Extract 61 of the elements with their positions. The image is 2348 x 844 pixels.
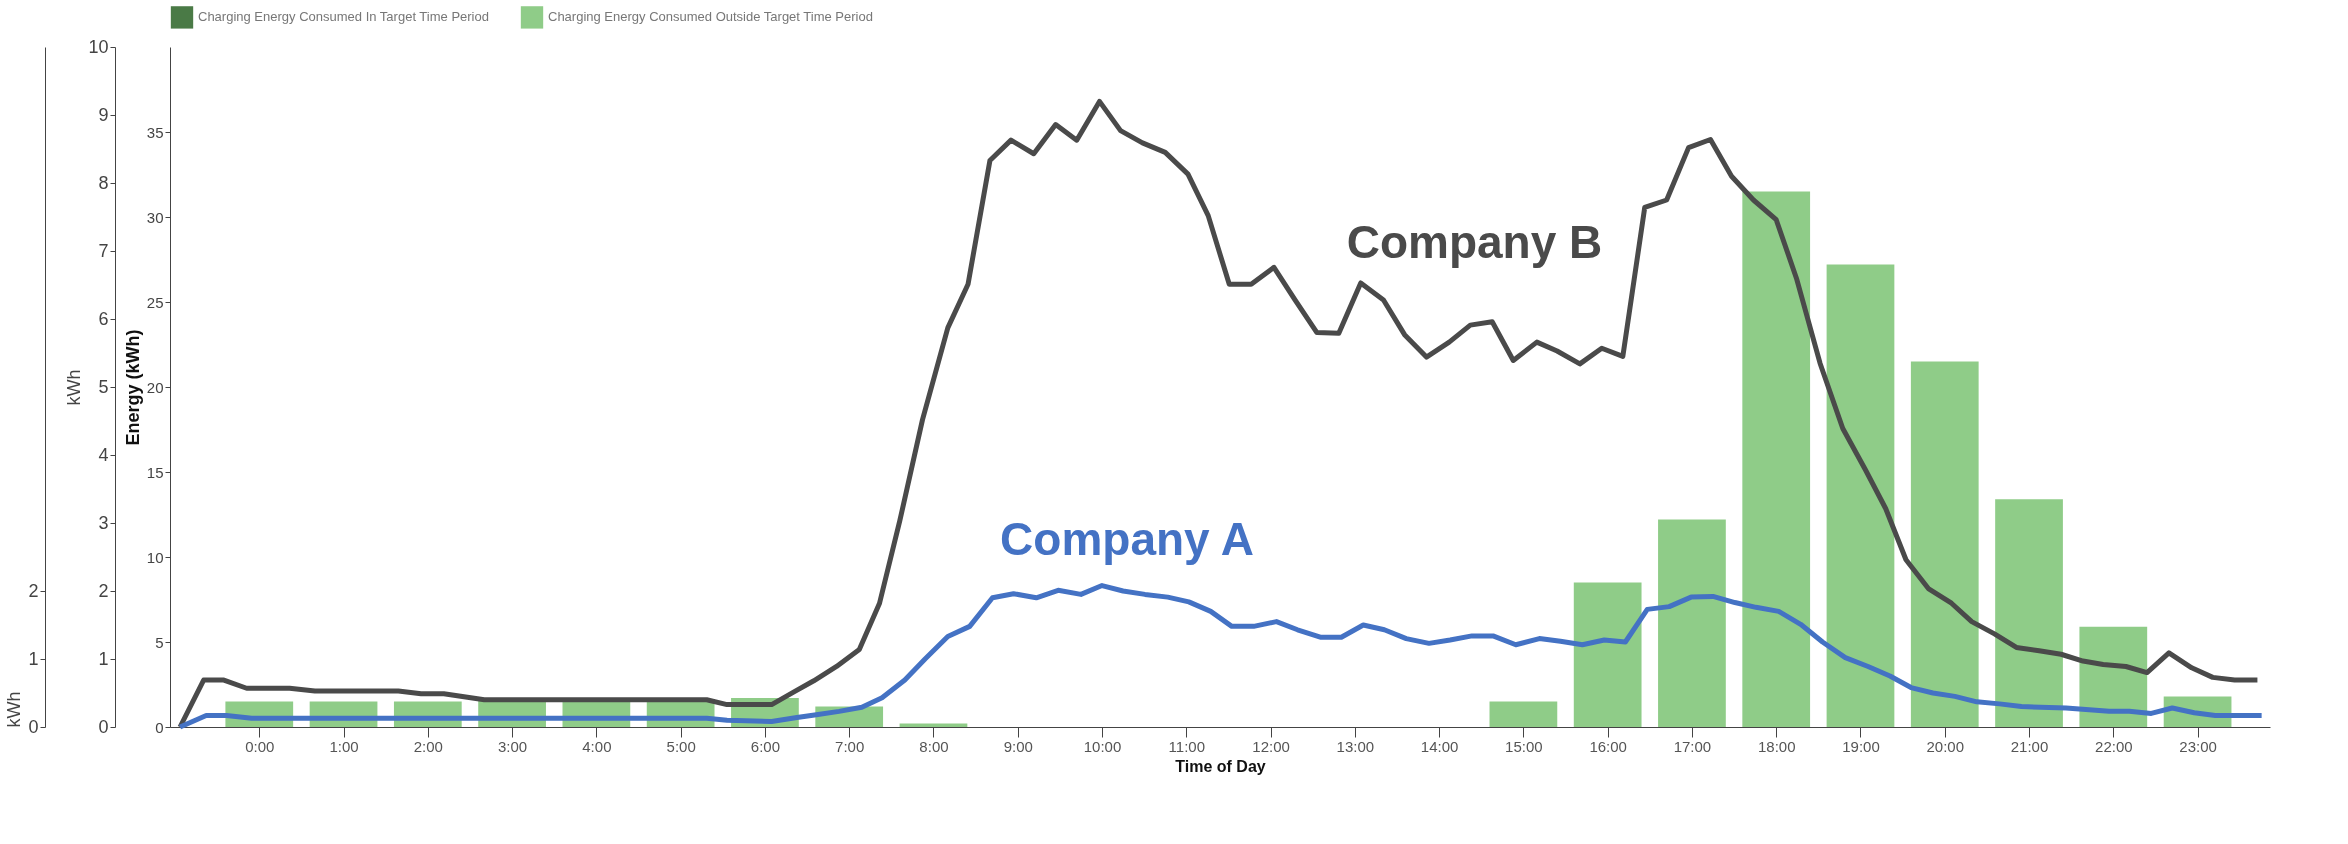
x-tick-label: 22:00 [2095,737,2133,755]
bar [1573,582,1642,727]
x-tick-label: 11:00 [1168,737,1206,755]
y2-tick-label: 5 [155,633,164,651]
y3-axis-title: kWh [4,691,25,728]
x-tick-label: 2:00 [413,737,443,755]
x-tick-label: 20:00 [1926,737,1965,755]
x-tick-label: 19:00 [1842,737,1880,755]
x-tick-label: 23:00 [2179,737,2217,755]
y-tick-label: 3 [98,512,109,533]
y2-tick-label: 35 [146,123,164,141]
bar [1995,499,2063,727]
y2-tick-label: 0 [155,718,164,736]
y2-tick-label: 25 [146,293,164,311]
bar [1910,361,1979,727]
x-tick-label: 3:00 [498,737,528,755]
y2-tick-label: 30 [146,208,164,226]
x-tick-label: 10:00 [1083,737,1122,755]
bar [1489,701,1558,727]
x-tick-label: 12:00 [1252,737,1290,755]
x-tick-label: 4:00 [582,737,612,755]
y-tick-label: 8 [98,172,109,193]
x-tick-label: 18:00 [1757,737,1796,755]
y-tick-label: 2 [98,580,109,601]
legend-label: Charging Energy Consumed In Target Time Period [198,9,489,25]
x-tick-label: 0:00 [245,737,275,755]
y3-tick-label: 0 [28,716,39,737]
x-tick-label: 21:00 [2010,737,2049,755]
series-label: Company B [1346,216,1603,269]
x-axis-title: Time of Day [1175,757,1266,775]
y2-tick-label: 20 [146,378,164,396]
y3-tick-label: 2 [28,580,39,601]
y-tick-label: 4 [98,444,109,465]
x-tick-label: 6:00 [750,737,781,755]
y2-tick-label: 10 [146,548,164,566]
series-label: Company A [1000,512,1254,565]
x-tick-label: 14:00 [1420,737,1459,755]
legend-label: Charging Energy Consumed Outside Target Time Period [548,9,873,25]
y-tick-label: 10 [88,36,109,57]
y-tick-label: 0 [98,716,109,737]
y-axis-title: kWh [64,369,85,406]
x-tick-label: 5:00 [666,737,696,755]
y-tick-label: 9 [98,104,109,125]
y-tick-label: 7 [98,240,109,261]
x-tick-label: 16:00 [1589,737,1627,755]
x-tick-label: 15:00 [1505,737,1543,755]
x-tick-label: 1:00 [329,737,359,755]
y-tick-label: 6 [98,308,109,329]
x-tick-label: 17:00 [1673,737,1712,755]
bar [1658,519,1726,727]
x-tick-label: 13:00 [1336,737,1375,755]
y-tick-label: 5 [98,376,109,397]
x-tick-label: 7:00 [835,737,865,755]
y3-tick-label: 1 [28,648,39,669]
y2-axis-title: Energy (kWh) [122,329,143,446]
x-tick-label: 8:00 [919,737,949,755]
y-tick-label: 1 [98,648,109,669]
bar [1742,191,1811,727]
y2-tick-label: 15 [146,463,164,481]
bar [1826,264,1895,727]
x-tick-label: 9:00 [1003,737,1033,755]
